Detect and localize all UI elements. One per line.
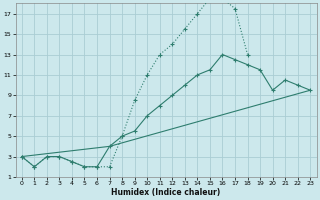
X-axis label: Humidex (Indice chaleur): Humidex (Indice chaleur) bbox=[111, 188, 221, 197]
